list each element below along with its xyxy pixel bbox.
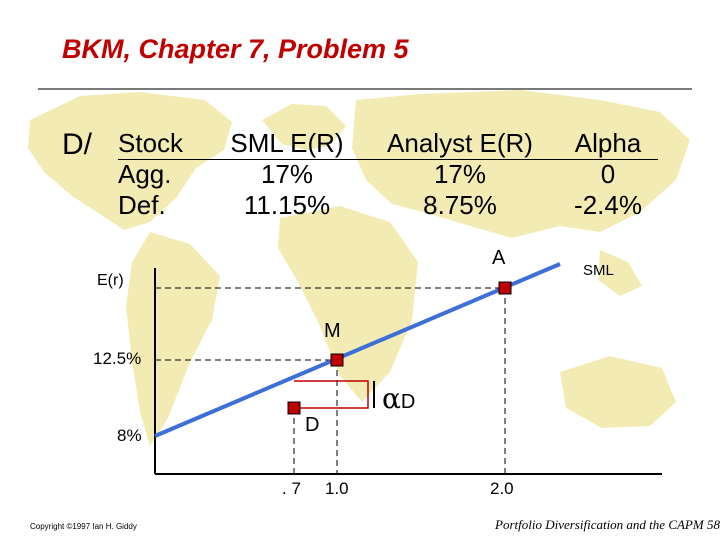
y-tick-12-5: 12.5% <box>93 349 142 368</box>
title-divider <box>38 88 692 90</box>
copyright-text: Copyright ©1997 Ian H. Giddy <box>30 522 137 531</box>
cell-stock-agg: Agg. <box>118 159 172 189</box>
cell-analyst-agg: 17% <box>433 159 487 189</box>
column-header-stock: Stock <box>118 128 184 158</box>
x-tick-2-0: 2.0 <box>490 479 514 498</box>
cell-sml-def: 11.15% <box>243 190 331 220</box>
point-d-marker <box>287 401 301 415</box>
column-header-sml: SML E(R) <box>230 128 344 158</box>
cell-sml-agg: 17% <box>260 159 314 189</box>
table-prefix-label: D/ <box>62 128 92 161</box>
x-tick-1-0: 1.0 <box>325 479 349 498</box>
y-tick-8: 8% <box>117 426 142 445</box>
point-a-label: A <box>492 247 506 269</box>
analyst-column: Analyst E(R) 17% 8.75% <box>380 128 540 221</box>
x-tick-0-7: . 7 <box>282 479 301 498</box>
sml-line <box>154 262 561 438</box>
y-axis-label: E(r) <box>97 272 124 289</box>
column-header-alpha: Alpha <box>574 128 642 158</box>
cell-stock-def: Def. <box>118 190 166 220</box>
point-d-label: D <box>305 414 320 436</box>
sml-column: SML E(R) 17% 11.15% <box>226 128 348 221</box>
point-m-marker <box>330 353 344 367</box>
slide-footer: Portfolio Diversification and the CAPM 5… <box>495 517 720 532</box>
point-a-marker <box>498 281 512 295</box>
cell-alpha-def: -2.4% <box>574 190 642 220</box>
cell-alpha-agg: 0 <box>600 159 616 189</box>
alpha-gap-bracket <box>294 380 369 409</box>
alpha-column: Alpha 0 -2.4% <box>560 128 656 221</box>
point-m-label: M <box>324 320 341 342</box>
slide-title: BKM, Chapter 7, Problem 5 <box>62 34 409 64</box>
table-header-underline <box>118 159 658 160</box>
alpha-d-label: αD <box>382 382 415 415</box>
cell-analyst-def: 8.75% <box>423 190 497 220</box>
sml-label: SML <box>583 262 614 279</box>
column-header-analyst: Analyst E(R) <box>387 128 533 158</box>
alpha-symbol: α <box>382 382 401 415</box>
stock-column: Stock Agg. Def. <box>118 128 183 221</box>
alpha-subscript: D <box>400 391 416 413</box>
